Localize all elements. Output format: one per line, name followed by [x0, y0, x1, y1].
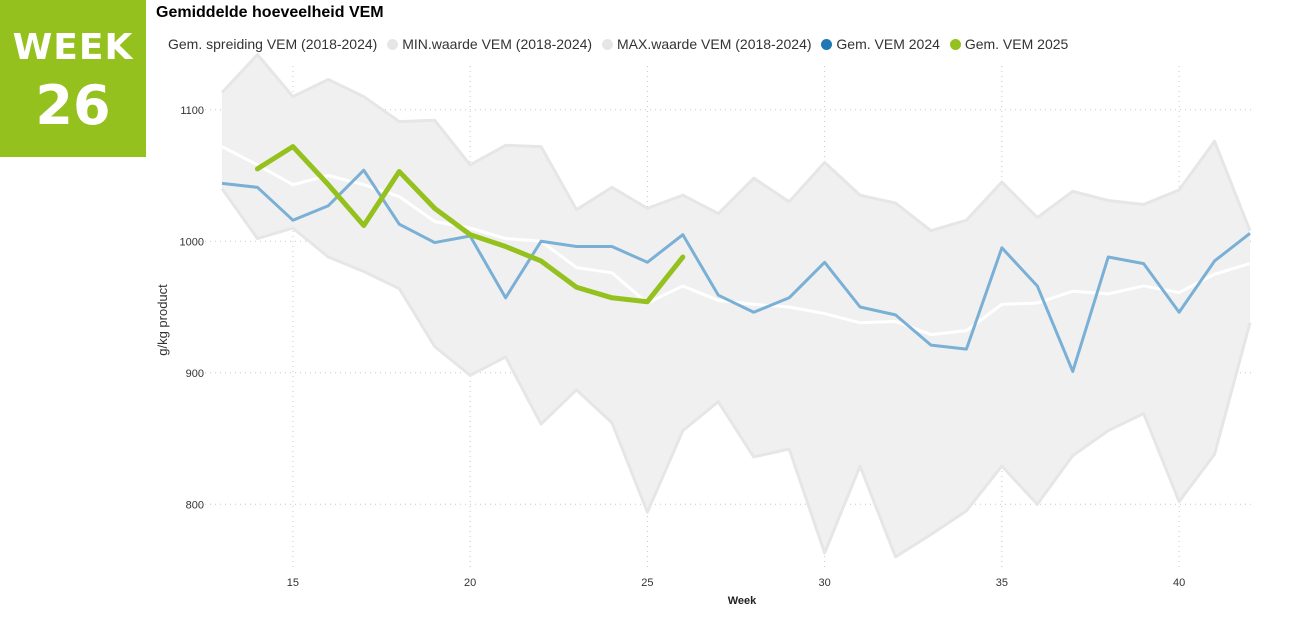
- legend-label: MAX.waarde VEM (2018-2024): [616, 36, 812, 52]
- data-point: [1142, 262, 1146, 266]
- legend-label: Gem. VEM 2024: [836, 36, 940, 52]
- min-line: [220, 187, 1252, 559]
- y-tick-label: 1000: [180, 236, 204, 248]
- legend-marker-icon: [387, 39, 399, 50]
- x-tick-label: 30: [818, 577, 830, 589]
- x-axis-label: Week: [728, 595, 757, 607]
- data-point: [326, 204, 330, 208]
- data-point: [326, 183, 330, 187]
- legend-item-2025[interactable]: Gem. VEM 2025: [949, 36, 1069, 52]
- data-point: [574, 285, 578, 289]
- chart-legend: Gem. spreiding VEM (2018-2024) MIN.waard…: [168, 36, 1074, 56]
- data-point: [1177, 310, 1181, 314]
- data-point: [220, 181, 224, 185]
- y-tick-label: 800: [186, 499, 204, 511]
- data-point: [504, 245, 508, 249]
- legend-item-2024[interactable]: Gem. VEM 2024: [821, 36, 940, 52]
- data-point: [823, 260, 827, 264]
- x-tick-label: 15: [287, 577, 299, 589]
- data-point: [539, 239, 543, 243]
- data-point: [681, 233, 685, 237]
- spread-band-area: [222, 54, 1250, 557]
- y-tick-label: 900: [186, 368, 204, 380]
- data-point: [1248, 231, 1252, 235]
- x-tick-label: 40: [1173, 577, 1185, 589]
- data-point: [1035, 284, 1039, 288]
- data-point: [929, 343, 933, 347]
- series-2025-line: [254, 144, 686, 305]
- data-point: [645, 300, 649, 304]
- data-point: [433, 206, 437, 210]
- legend-item-spreiding[interactable]: Gem. spreiding VEM (2018-2024): [168, 36, 377, 52]
- legend-item-max[interactable]: MAX.waarde VEM (2018-2024): [601, 36, 812, 52]
- data-point: [574, 245, 578, 249]
- x-tick-label: 35: [996, 577, 1008, 589]
- data-point: [681, 255, 685, 259]
- data-point: [1000, 246, 1004, 250]
- data-point: [291, 218, 295, 222]
- data-point: [645, 260, 649, 264]
- legend-marker-icon: [821, 39, 833, 50]
- data-point: [362, 168, 366, 172]
- series-2024-line: [221, 168, 1251, 373]
- data-point: [858, 305, 862, 309]
- x-tick-label: 20: [464, 577, 476, 589]
- data-point: [255, 167, 259, 171]
- data-point: [610, 245, 614, 249]
- data-point: [1106, 255, 1110, 259]
- data-point: [362, 223, 366, 227]
- legend-item-min[interactable]: MIN.waarde VEM (2018-2024): [387, 36, 592, 52]
- data-point: [1213, 259, 1217, 263]
- data-point: [255, 185, 259, 189]
- y-axis-label: g/kg product: [155, 284, 170, 356]
- data-point: [787, 296, 791, 300]
- data-point: [397, 222, 401, 226]
- legend-marker-icon: [601, 39, 613, 50]
- legend-marker-icon: [949, 39, 961, 50]
- week-badge-number: 26: [35, 74, 111, 137]
- data-point: [752, 310, 756, 314]
- data-point: [539, 259, 543, 263]
- data-point: [716, 293, 720, 297]
- week-badge-label: WEEK: [12, 27, 134, 68]
- y-tick-label: 1100: [180, 105, 204, 117]
- data-point: [964, 347, 968, 351]
- legend-label: Gem. VEM 2025: [964, 36, 1069, 52]
- data-point: [468, 233, 472, 237]
- data-point: [291, 145, 295, 149]
- x-tick-label: 25: [641, 577, 653, 589]
- data-point: [1071, 369, 1075, 373]
- data-point: [504, 296, 508, 300]
- data-point: [610, 296, 614, 300]
- data-point: [397, 170, 401, 174]
- max-line: [220, 53, 1252, 233]
- data-point: [894, 313, 898, 317]
- week-badge: WEEK 26: [0, 0, 146, 157]
- chart-title: Gemiddelde hoeveelheid VEM: [156, 4, 384, 21]
- legend-label: Gem. spreiding VEM (2018-2024): [168, 36, 378, 52]
- legend-label: MIN.waarde VEM (2018-2024): [402, 36, 593, 52]
- data-point: [433, 241, 437, 245]
